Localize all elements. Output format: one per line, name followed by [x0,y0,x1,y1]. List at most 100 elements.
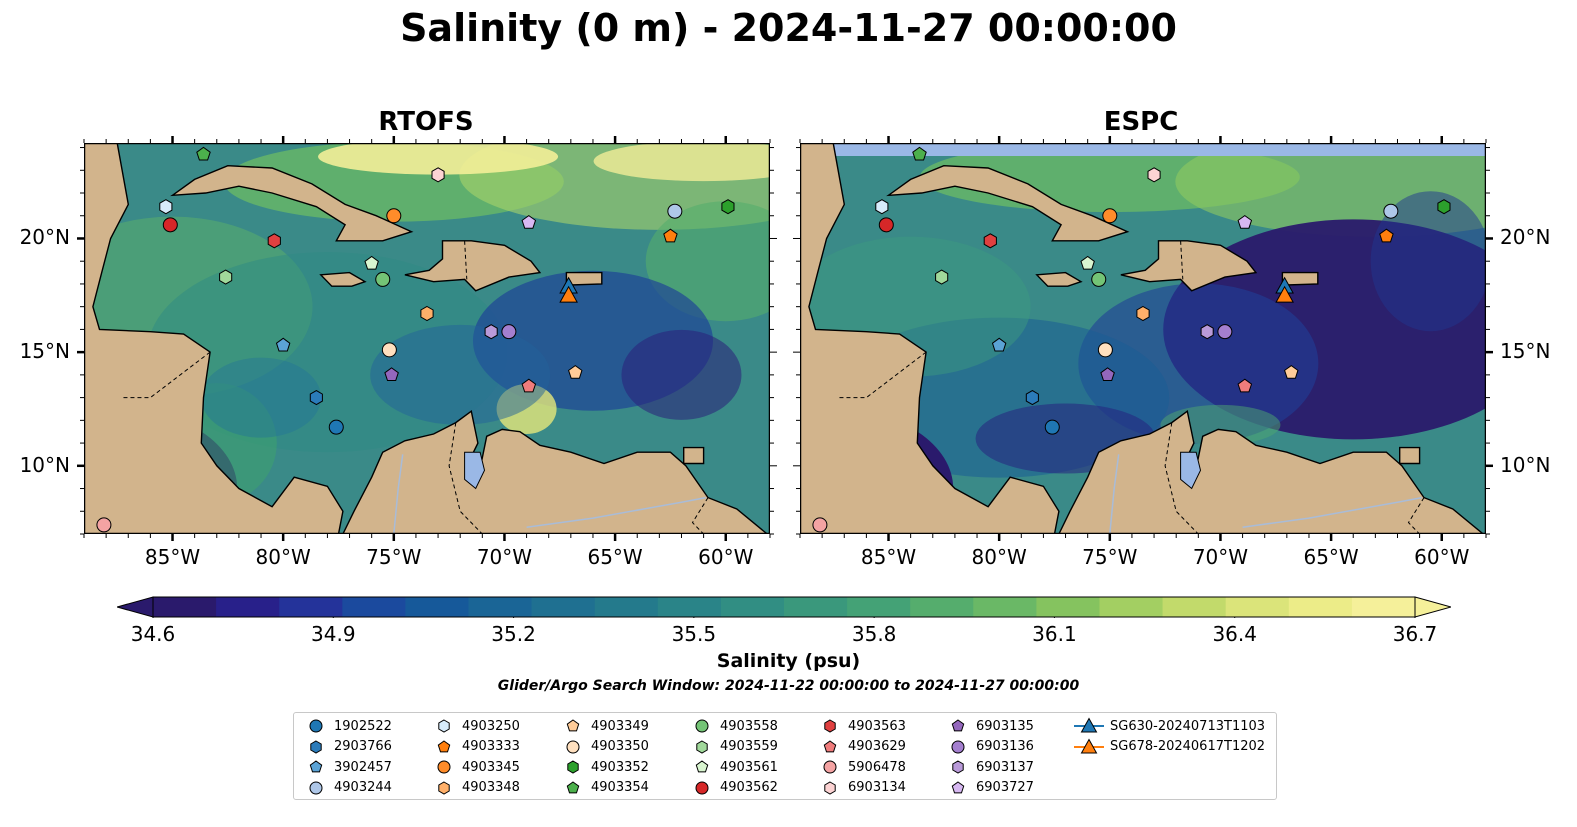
obs-marker-4903561 [364,255,379,270]
colorbar-segment [1225,597,1290,617]
legend-item-label: 4903333 [462,739,520,754]
lat-tick-label-right: 10°N [1500,452,1551,477]
lon-tick-label: 60°W [1414,545,1470,569]
lon-tick-label: 85°W [144,545,201,569]
legend-item: 4903559 [690,737,778,757]
lon-tick-label: 70°W [1192,545,1249,569]
legend-item: 4903333 [432,737,520,757]
lon-tick-label: 60°W [698,545,754,569]
obs-marker-4903333 [663,228,678,243]
obs-marker-3902457 [275,337,291,352]
obs-marker-4903349 [568,364,583,379]
legend-item: 5906478 [818,757,906,777]
legend-marker-icon [951,740,965,753]
legend-item: 6903136 [946,737,1034,757]
legend-item: SG678-20240617T1202 [1074,737,1265,757]
legend: 1902522 2903766 3902457 4903244 4903250 49033… [293,712,1277,800]
lat-tick-label-left: 15°N [19,339,70,364]
legend-item: 1902522 [304,716,392,736]
lon-tick-label: 75°W [366,545,422,569]
obs-marker-6903134 [431,167,445,183]
legend-item-label: 4903349 [591,718,649,734]
legend-marker-icon [309,719,323,733]
colorbar-segment [910,597,974,617]
obs-marker-4903629 [1237,378,1253,393]
obs-marker-4903629 [521,378,537,393]
colorbar-segment [784,597,848,617]
obs-marker-6903136 [501,324,517,340]
legend-item-label: 4903354 [591,780,649,795]
lat-tick-label-right: 20°N [1500,225,1551,250]
legend-item-label: 4903559 [720,739,778,754]
colorbar-tick-label: 35.8 [851,622,897,646]
legend-item-label: 2903766 [334,739,392,754]
obs-marker-4903563 [983,233,997,249]
legend-item-label: 4903561 [720,759,778,775]
obs-marker-4903350 [1097,342,1113,358]
legend-item: 4903350 [561,737,649,757]
colorbar-segment [1288,597,1353,617]
legend-item: SG630-20240713T1103 [1074,716,1265,736]
colorbar-segment [216,597,280,617]
colorbar-segment [1162,597,1227,617]
legend-item-label: 6903135 [976,718,1034,734]
obs-marker-6903135 [384,367,399,381]
obs-marker-4903345 [386,208,402,224]
legend-marker-icon [951,780,965,793]
legend-item: 4903345 [432,757,520,777]
legend-item-label: 4903558 [720,718,778,734]
lon-tick-label: 80°W [971,545,1027,569]
obs-marker-6903137 [1200,324,1214,340]
legend-marker-icon [437,739,451,752]
lon-tick-label: 65°W [587,545,643,569]
legend-item-label: 4903345 [462,759,520,775]
legend-item: 3902457 [304,757,392,777]
legend-item-label: 4903350 [591,739,649,754]
search-window-caption: Glider/Argo Search Window: 2024-11-22 00… [497,678,1080,694]
legend-item-label: 6903136 [976,739,1034,754]
obs-marker-6903137 [484,324,498,340]
obs-marker-4903349 [1284,364,1299,379]
legend-item-label: 6903727 [976,780,1034,795]
legend-item: 4903250 [432,716,520,736]
obs-marker-4903559 [935,269,949,285]
legend-item-label: 3902457 [334,759,392,775]
legend-marker-icon [567,760,579,774]
legend-item: 4903348 [432,778,520,798]
legend-marker-icon [824,780,836,795]
legend-item-label: 1902522 [334,718,392,734]
colorbar-tick-label: 35.5 [671,622,717,646]
lon-tick-label: 75°W [1082,545,1138,569]
legend-marker-icon [309,760,323,773]
legend-item: 2903766 [304,737,392,757]
legend-item-label: 4903348 [462,780,520,795]
legend-marker-icon [1074,717,1104,733]
obs-marker-4903558 [1091,271,1107,287]
lon-tick-label: 65°W [1303,545,1359,569]
obs-marker-4903348 [1136,305,1150,322]
legend-marker-icon [696,739,708,754]
legend-marker-icon [823,739,837,752]
lat-tick-label-left: 10°N [19,452,70,477]
legend-item-label: 6903134 [848,780,906,795]
legend-item-label: 4903563 [848,718,906,734]
colorbar-segment [405,597,470,617]
legend-item-label: 4903562 [720,780,778,795]
colorbar-segment [1351,597,1416,617]
obs-marker-4903350 [381,342,397,358]
obs-marker-6903727 [521,214,537,229]
obs-marker-6903727 [1237,214,1253,229]
map-espc [800,143,1486,534]
obs-marker-4903352 [721,199,735,215]
colorbar-segment [594,597,659,617]
colorbar-tick-label: 34.6 [130,622,176,646]
colorbar-segment [153,597,217,617]
lat-tick-label-left: 20°N [19,225,70,250]
lon-tick-label: 80°W [255,545,311,569]
obs-marker-4903562 [162,217,178,233]
legend-item: 4903561 [690,757,778,777]
colorbar-extend-min [117,596,154,618]
colorbar-segment [657,597,722,617]
legend-item-label: 4903629 [848,739,906,754]
legend-item: 4903244 [304,778,392,798]
